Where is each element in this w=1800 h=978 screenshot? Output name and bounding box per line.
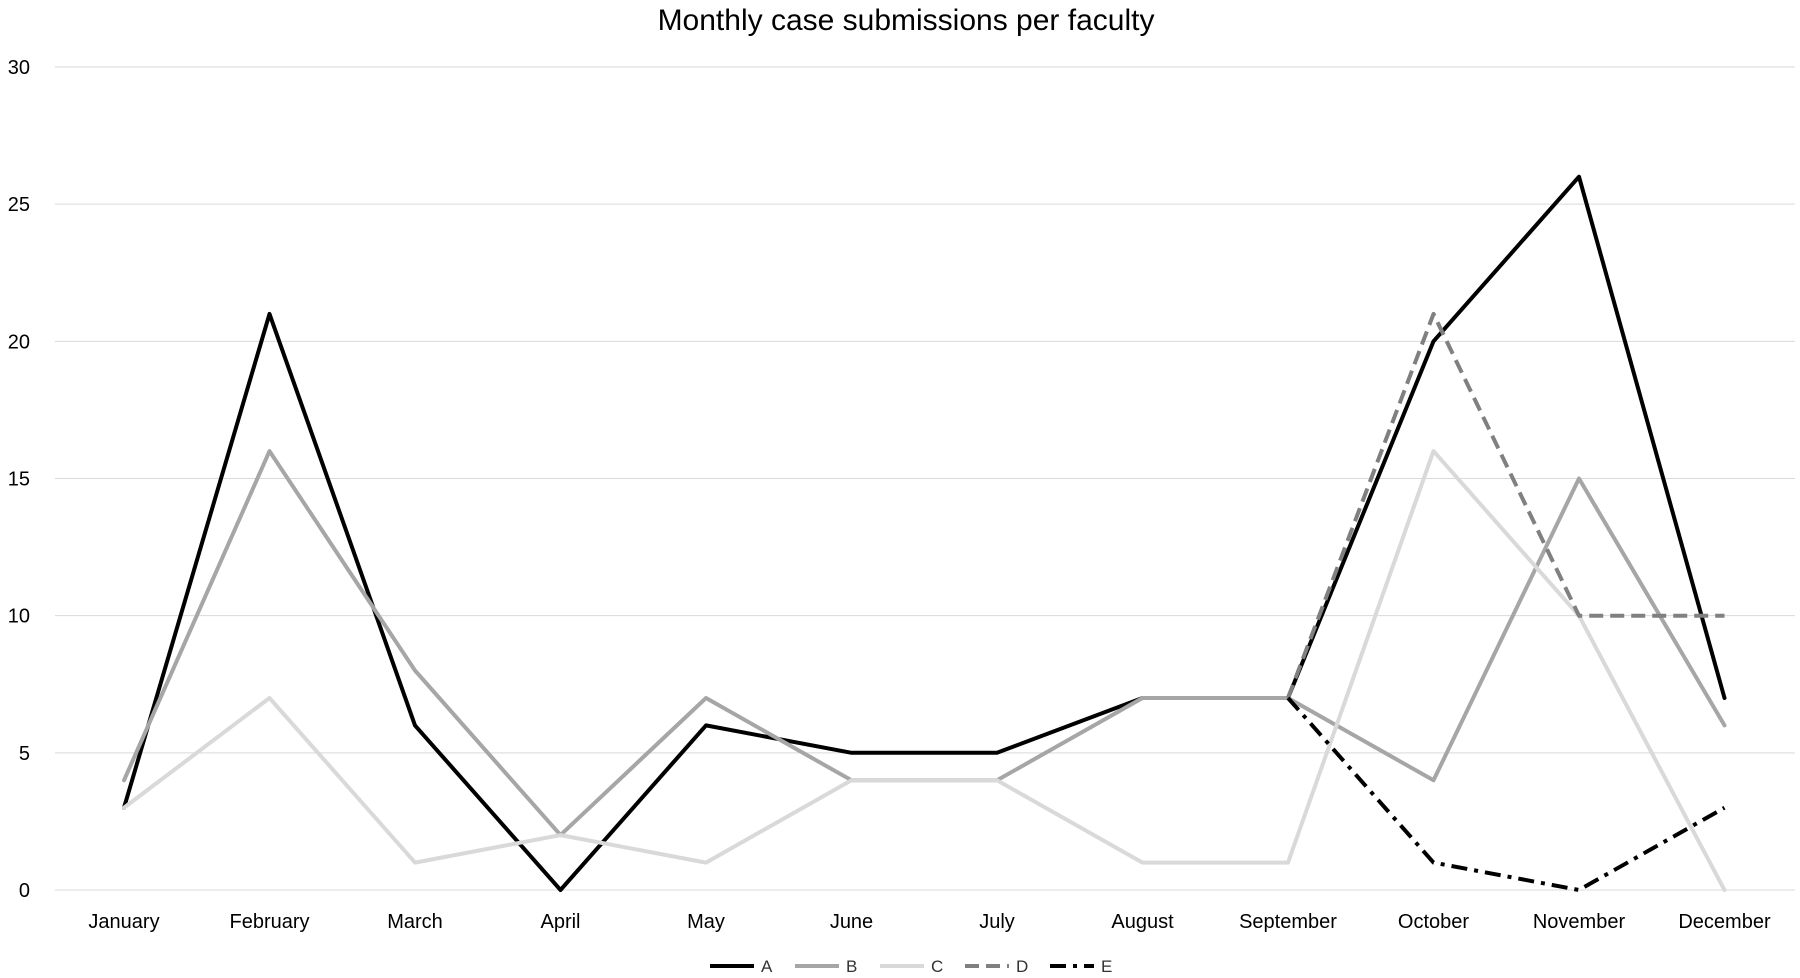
series-line-e <box>1286 696 1726 892</box>
x-tick-label: January <box>88 911 159 933</box>
series-lines <box>122 174 1727 892</box>
x-tick-label: September <box>1239 911 1337 933</box>
y-tick-label: 15 <box>8 469 30 491</box>
x-axis: January February March April May June July Augu… <box>88 911 1771 933</box>
legend-label: D <box>1016 957 1028 976</box>
y-axis: 0 5 10 15 20 25 30 <box>8 57 30 902</box>
y-tick-label: 5 <box>19 743 30 765</box>
x-tick-label: October <box>1398 911 1469 933</box>
legend-item-a: A <box>710 957 773 976</box>
legend-label: C <box>931 957 943 976</box>
x-tick-label: June <box>830 911 873 933</box>
chart-title: Monthly case submissions per faculty <box>658 4 1155 37</box>
legend-item-d: D <box>965 957 1028 976</box>
x-tick-label: November <box>1533 911 1626 933</box>
legend: A B C D E <box>710 957 1112 976</box>
y-tick-label: 20 <box>8 331 30 353</box>
x-tick-label: April <box>540 911 580 933</box>
legend-label: E <box>1101 957 1112 976</box>
legend-item-b: B <box>795 957 857 976</box>
x-tick-label: March <box>387 911 443 933</box>
x-tick-label: May <box>687 911 725 933</box>
y-tick-label: 30 <box>8 57 30 79</box>
series-line-d <box>1286 311 1725 699</box>
legend-item-e: E <box>1050 957 1112 976</box>
gridlines <box>55 66 1795 891</box>
x-tick-label: February <box>229 911 309 933</box>
y-tick-label: 0 <box>19 880 30 902</box>
x-tick-label: December <box>1678 911 1771 933</box>
legend-item-c: C <box>880 957 943 976</box>
x-tick-label: July <box>979 911 1015 933</box>
legend-label: B <box>846 957 857 976</box>
legend-label: A <box>761 957 773 976</box>
series-line-c <box>122 449 1727 892</box>
series-line-a <box>122 174 1727 892</box>
x-tick-label: August <box>1111 911 1174 933</box>
y-tick-label: 10 <box>8 606 30 628</box>
y-tick-label: 25 <box>8 194 30 216</box>
